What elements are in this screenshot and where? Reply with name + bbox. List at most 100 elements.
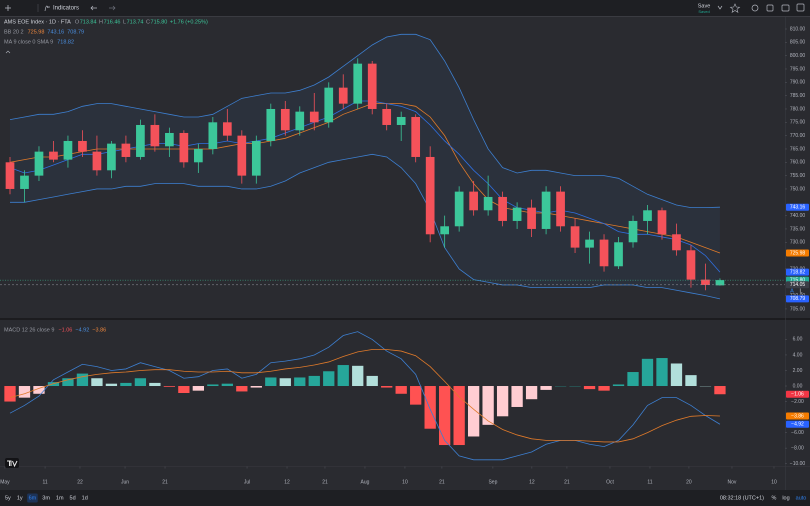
y-tick-label: −2.00 xyxy=(791,399,804,405)
watch-button[interactable] xyxy=(729,3,741,13)
histogram-bar xyxy=(163,386,176,387)
histogram-bar xyxy=(670,363,683,387)
range-button[interactable]: 5y xyxy=(5,495,11,501)
x-tick-label: Nov xyxy=(728,479,737,485)
x-tick-label: Aug xyxy=(361,479,370,485)
fullscreen-button[interactable] xyxy=(766,4,774,12)
histogram-bar xyxy=(395,386,407,394)
candle-body xyxy=(179,132,189,163)
x-tick-label: 20 xyxy=(686,479,692,485)
candle-body xyxy=(527,207,536,229)
candle-body xyxy=(701,279,710,285)
histogram-bar xyxy=(337,365,349,387)
candle-body xyxy=(63,140,73,160)
histogram-bar xyxy=(525,386,538,400)
x-tick-label: Oct xyxy=(606,479,614,485)
save-menu[interactable] xyxy=(717,5,723,10)
histogram-bar xyxy=(641,358,654,387)
quote-value: 715.80 xyxy=(151,19,168,25)
quote-label: L xyxy=(123,19,126,25)
candle-body xyxy=(49,151,58,160)
histogram-bar xyxy=(207,384,219,387)
price-label: −4.92 xyxy=(791,422,804,428)
price-label-bg xyxy=(786,281,809,289)
percent-toggle[interactable]: % xyxy=(772,495,777,501)
histogram-bar xyxy=(612,384,625,387)
histogram-bar xyxy=(308,375,320,387)
range-buttons: 5y 1y 6m 3m 1m 5d 1d xyxy=(5,493,88,503)
candle-body xyxy=(570,226,580,248)
candle-body xyxy=(222,122,232,136)
histogram-bar xyxy=(627,372,639,387)
x-tick-label: 11 xyxy=(647,479,652,485)
x-tick-label: 22 xyxy=(77,479,83,485)
price-label-bg xyxy=(786,390,809,398)
y-tick-label: 705.00 xyxy=(790,306,806,312)
candle-body xyxy=(396,116,406,125)
save-button[interactable]: Save Saved xyxy=(698,3,711,14)
histogram-bar xyxy=(511,386,523,407)
price-label: −3.86 xyxy=(791,413,804,419)
indicators-label: Indicators xyxy=(53,6,79,12)
candle-body xyxy=(78,140,87,152)
x-tick-label: 11 xyxy=(42,479,47,485)
quote-change: +1.76 (+0.25%) xyxy=(170,19,208,25)
price-label-bg xyxy=(786,249,809,257)
indicator-name: BB 20 2 xyxy=(4,29,24,35)
candle-body xyxy=(324,87,334,123)
indicators-button[interactable]: Indicators xyxy=(44,6,79,12)
indicator-value: 743.16 xyxy=(47,29,64,35)
candle-body xyxy=(367,63,377,109)
histogram-bar xyxy=(482,386,494,425)
candle-body xyxy=(628,220,638,243)
undo-button[interactable] xyxy=(90,5,97,11)
range-button[interactable]: 3m xyxy=(42,495,50,501)
histogram-bar xyxy=(134,378,147,387)
collapse-legend[interactable] xyxy=(5,50,11,54)
log-toggle[interactable]: log xyxy=(782,495,789,501)
candle-body xyxy=(92,151,102,171)
snapshot-button[interactable] xyxy=(781,4,790,12)
indicator-name: MACD 12 26 close 9 xyxy=(4,327,54,333)
price-label: 725.98 xyxy=(790,250,806,256)
add-symbol-button[interactable] xyxy=(5,5,11,11)
range-button[interactable]: 1m xyxy=(56,495,64,501)
x-tick-label: 21 xyxy=(162,479,168,485)
histogram-bar xyxy=(265,377,277,387)
y-tick-label: 785.00 xyxy=(790,93,806,99)
y-tick-label: −8.00 xyxy=(791,445,804,451)
histogram-bar xyxy=(18,386,31,398)
scale-button[interactable]: A xyxy=(790,288,794,294)
indicator-name: MA 9 close 0 SMA 9 xyxy=(4,39,53,45)
histogram-bar xyxy=(598,386,610,391)
y-tick-label: −10.00 xyxy=(790,461,806,467)
candle-body xyxy=(585,239,594,248)
redo-button[interactable] xyxy=(109,5,116,11)
range-button[interactable]: 6m xyxy=(29,495,37,501)
range-button[interactable]: 1y xyxy=(17,495,23,501)
histogram-bar xyxy=(496,386,509,417)
range-button[interactable]: 5d xyxy=(70,495,76,501)
candle-body xyxy=(483,196,493,211)
popup-button[interactable] xyxy=(796,3,805,12)
quote-value: 713.74 xyxy=(127,19,144,25)
save-label: Save xyxy=(698,3,711,9)
histogram-bar xyxy=(178,386,190,393)
range-button[interactable]: 1d xyxy=(82,495,88,501)
histogram-bar xyxy=(323,371,335,387)
scale-button[interactable]: L xyxy=(799,288,802,294)
candle-body xyxy=(382,108,392,125)
y-tick-label: 765.00 xyxy=(790,146,806,152)
macd-line xyxy=(9,331,721,461)
bottom-toolbar xyxy=(0,490,810,506)
candle-body xyxy=(280,108,290,131)
price-label-bg xyxy=(786,203,809,211)
candle-body xyxy=(657,210,667,235)
settings-button[interactable] xyxy=(751,4,759,12)
auto-toggle[interactable]: auto xyxy=(796,495,807,501)
histogram-bar xyxy=(439,386,451,446)
histogram-bar xyxy=(105,383,118,387)
histogram-bar xyxy=(236,386,248,392)
